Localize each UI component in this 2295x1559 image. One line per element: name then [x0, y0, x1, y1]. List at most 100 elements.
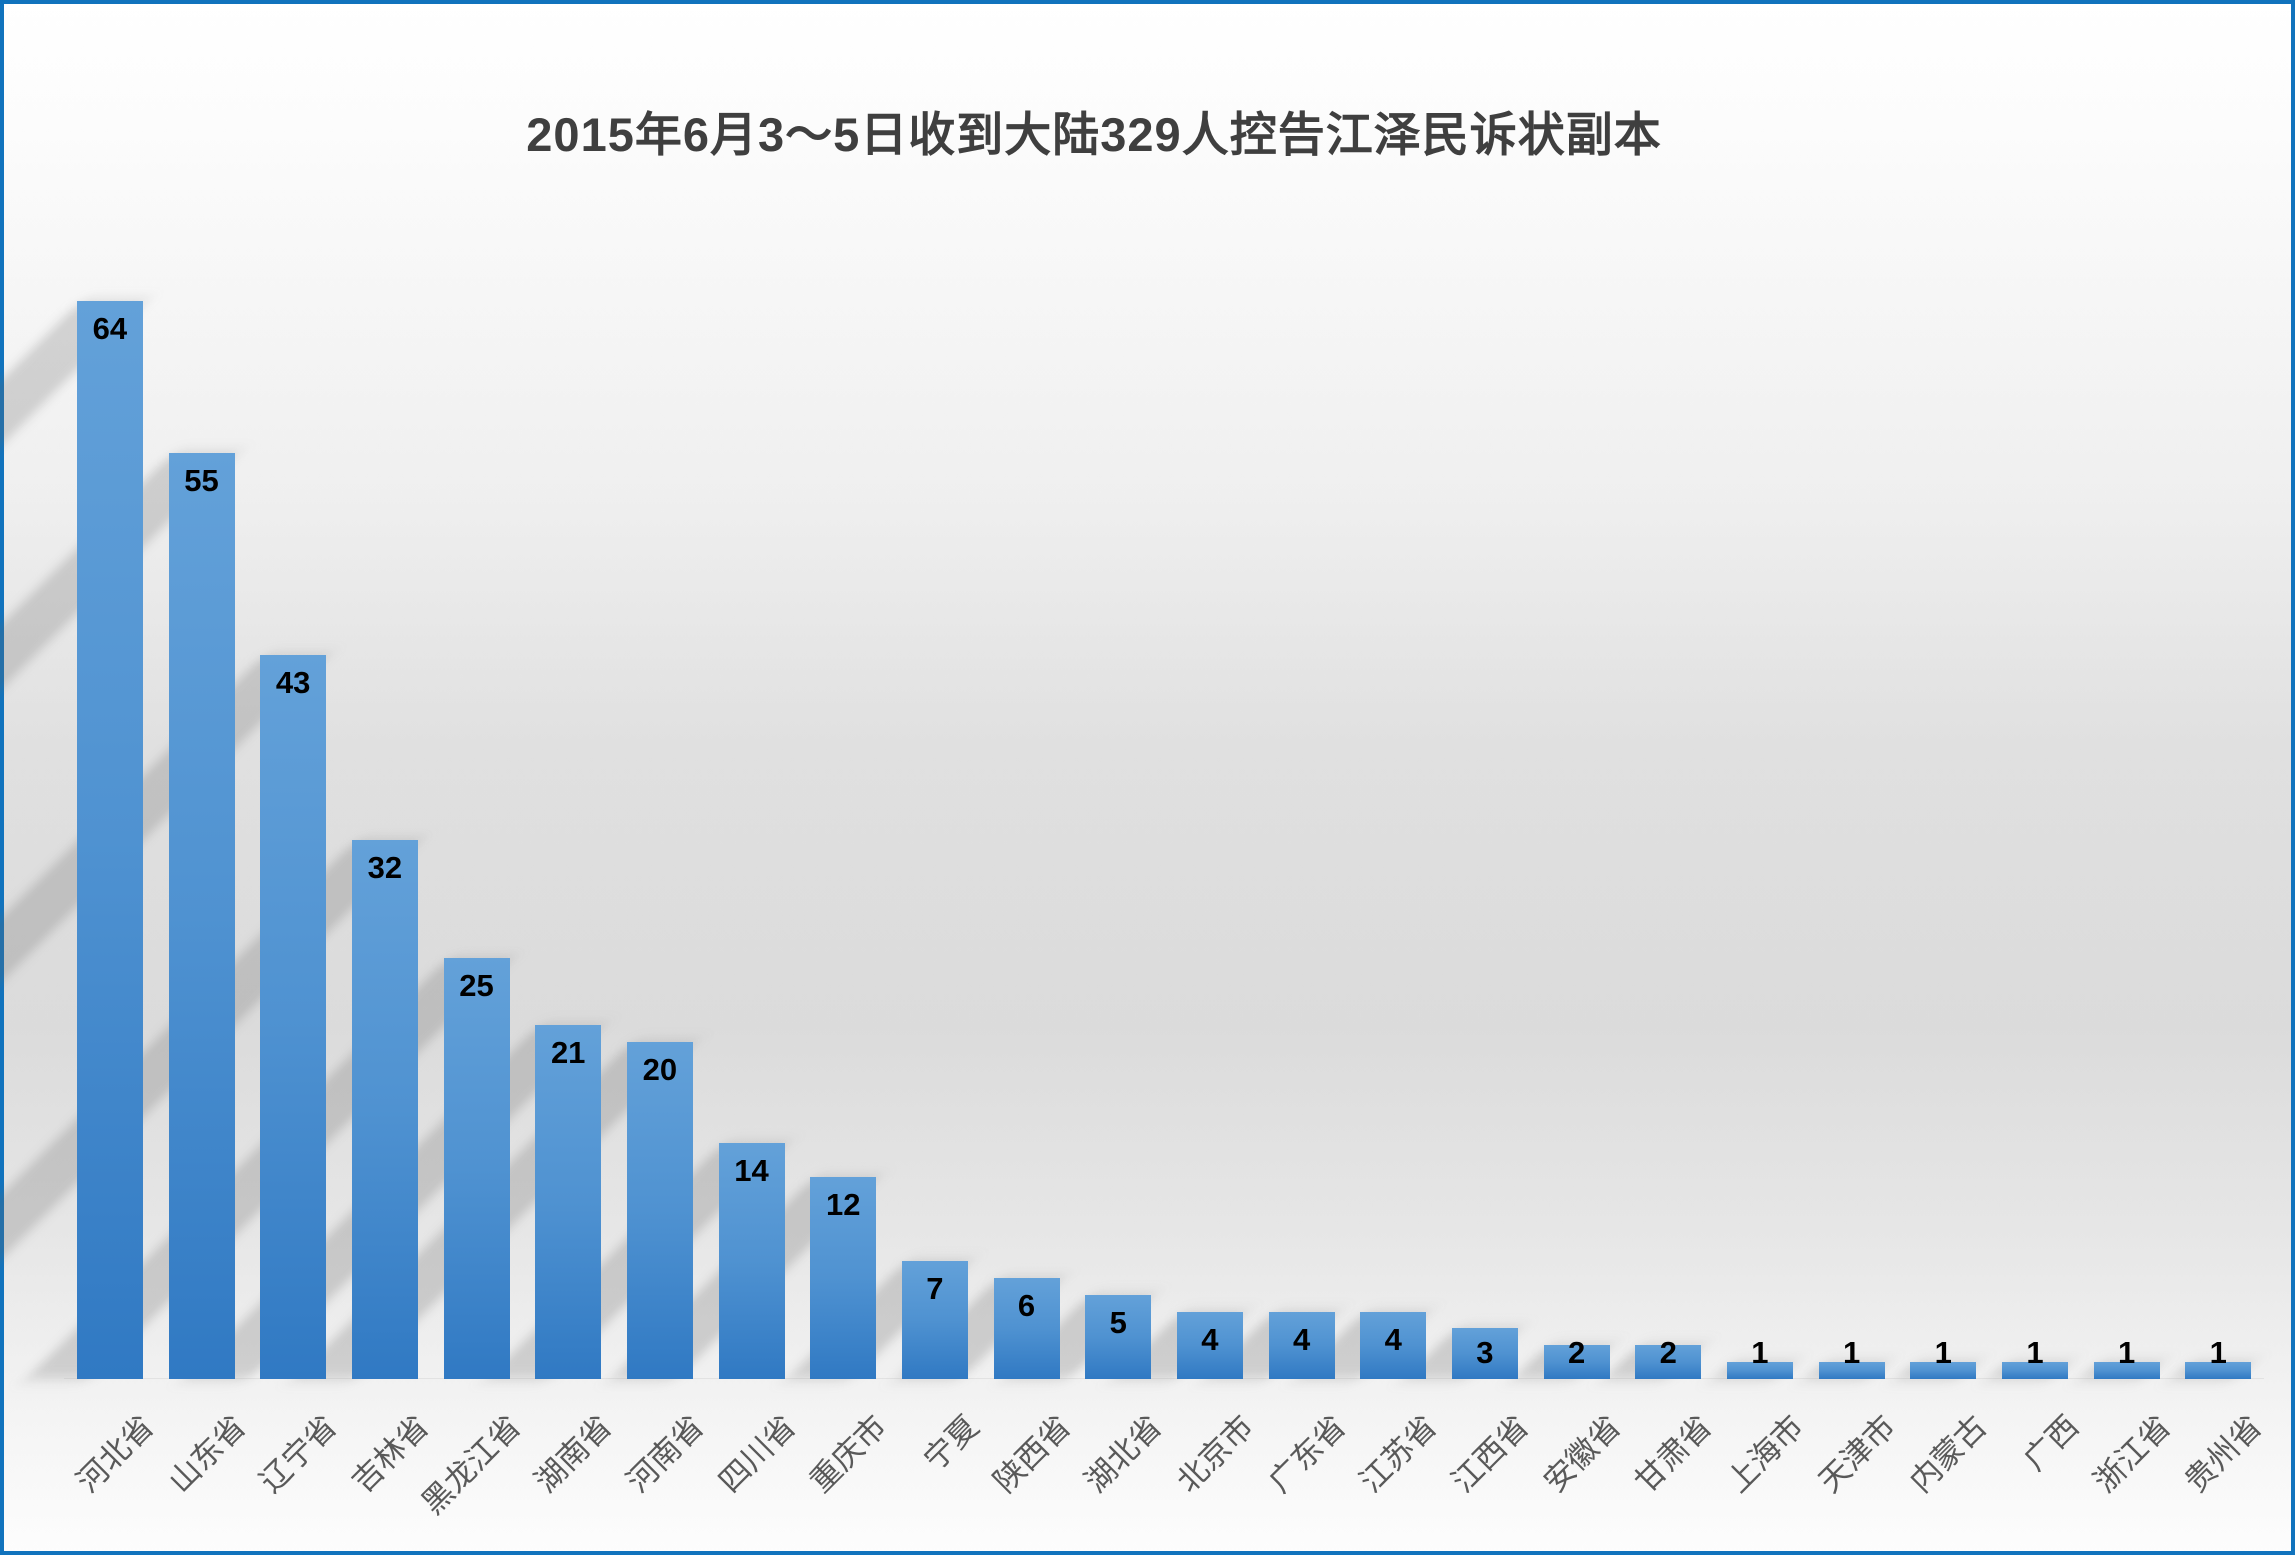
- bar: [993, 1278, 1060, 1379]
- bar-value-label: 6: [1017, 1288, 1036, 1323]
- x-axis-label: 江西省: [1444, 1408, 1537, 1500]
- x-axis-label: 广东省: [1261, 1408, 1353, 1500]
- x-axis-label: 广西: [2016, 1408, 2087, 1478]
- x-axis-label: 北京市: [1169, 1408, 1262, 1500]
- bar-slot: 4: [1296, 4, 1439, 1379]
- x-axis-slot: 甘肃省: [1622, 1379, 1719, 1559]
- bar-slot: 64: [0, 4, 156, 1379]
- x-axis: 河北省 山东省 辽宁省 吉林省 黑龙江省 湖南省 河南省 四川省 重庆市 宁夏 陕西省 湖北省 北京市广…: [64, 1379, 2270, 1559]
- bar-slot: 32: [0, 4, 431, 1379]
- bar-value-label: 1: [1934, 1335, 1952, 1370]
- x-axis-label: 宁夏: [916, 1408, 987, 1478]
- bar-value-label: 21: [550, 1035, 586, 1070]
- x-axis-slot: 广西: [1989, 1379, 2086, 1559]
- bar: [1543, 1345, 1610, 1379]
- bar-value-label: 12: [825, 1187, 861, 1222]
- bar: [260, 655, 327, 1379]
- bar-value-label: 20: [642, 1052, 678, 1087]
- x-axis-slot: 广东省: [1256, 1379, 1352, 1559]
- x-axis-label: 河南省: [619, 1408, 711, 1500]
- bar-value-label: 1: [2209, 1335, 2227, 1370]
- bar: [1360, 1312, 1427, 1379]
- bar: [626, 1042, 693, 1379]
- x-axis-slot: 陕西省: [981, 1379, 1077, 1559]
- x-axis-label: 四川省: [711, 1408, 803, 1500]
- bar-slot: 7: [786, 4, 981, 1379]
- x-axis-slot: 河北省: [64, 1379, 161, 1559]
- bar-slot: 1: [1896, 4, 1989, 1379]
- bar-slot: 1: [1804, 4, 1898, 1379]
- x-axis-slot: 北京市: [1164, 1379, 1261, 1559]
- bar-value-label: 1: [1751, 1335, 1769, 1370]
- x-axis-slot: 上海市: [1714, 1379, 1811, 1559]
- x-axis-label: 辽宁省: [253, 1408, 345, 1500]
- bar: [1176, 1312, 1243, 1379]
- bar-slot: 55: [0, 4, 248, 1379]
- x-axis-label: 上海市: [1719, 1408, 1812, 1500]
- x-axis-slot: 内蒙古: [1897, 1379, 1994, 1559]
- x-axis-label: 山东省: [161, 1408, 253, 1500]
- x-axis-slot: 重庆市: [797, 1379, 894, 1559]
- bar-slot: 4: [1204, 4, 1348, 1379]
- x-axis-slot: 浙江省: [2081, 1379, 2178, 1559]
- bar: [718, 1143, 785, 1379]
- bar: [76, 301, 143, 1379]
- x-axis-slot: 吉林省: [339, 1379, 436, 1559]
- bar-value-label: 5: [1109, 1305, 1127, 1340]
- bar: [1085, 1295, 1152, 1379]
- chart-title: 2015年6月3～5日收到大陆329人控告江泽民诉状副本: [526, 108, 1662, 161]
- bar-slot: 1: [1712, 4, 1806, 1379]
- bar-value-label: 43: [275, 665, 311, 700]
- x-axis-slot: 湖北省: [1072, 1379, 1169, 1559]
- bar: [168, 453, 235, 1379]
- bar-slot: 5: [1004, 4, 1164, 1379]
- bar-slot: 3: [1403, 4, 1531, 1379]
- x-axis-label: 安徽省: [1536, 1408, 1628, 1500]
- x-axis-label: 湖南省: [528, 1408, 620, 1500]
- x-axis-slot: 四川省: [706, 1379, 802, 1559]
- bar: [351, 840, 418, 1379]
- x-axis-label: 天津市: [1811, 1408, 1903, 1500]
- bar-value-label: 64: [92, 311, 128, 346]
- x-axis-label: 重庆市: [803, 1408, 895, 1500]
- bar-slot: 1: [2171, 4, 2264, 1379]
- x-axis-label: 浙江省: [2086, 1408, 2178, 1500]
- bar-slot: 2: [1512, 4, 1623, 1379]
- x-axis-label: 陕西省: [986, 1408, 1078, 1500]
- bar: [1910, 1362, 1977, 1379]
- x-axis-label: 内蒙古: [1903, 1408, 1995, 1500]
- bar-value-label: 25: [459, 968, 494, 1003]
- bar-slot: 20: [292, 4, 706, 1379]
- bar-slot: 6: [895, 4, 1073, 1379]
- bar: [1451, 1328, 1518, 1379]
- x-axis-label: 河北省: [69, 1408, 161, 1500]
- x-axis-slot: 黑龙江省: [415, 1379, 528, 1559]
- bar-slot: 43: [0, 4, 339, 1379]
- x-axis-slot: 湖南省: [522, 1379, 619, 1559]
- bar: [2001, 1362, 2068, 1379]
- x-axis-slot: 天津市: [1806, 1379, 1903, 1559]
- x-axis-label: 江苏省: [1353, 1408, 1445, 1500]
- bar-value-label: 1: [1842, 1335, 1861, 1370]
- x-axis-label: 贵州省: [2178, 1408, 2270, 1500]
- bar: [443, 958, 510, 1379]
- x-axis-slot: 辽宁省: [247, 1379, 344, 1559]
- plot-area: 64 55 43 32 25 21 20 14 12 7 6 5 4 4 4 3 2 2 1 1 1 1 1 1: [0, 4, 2264, 1379]
- bar: [2185, 1362, 2252, 1379]
- bar-slot: 4: [1112, 4, 1256, 1379]
- x-axis-label: 湖北省: [1078, 1408, 1170, 1500]
- bar-value-label: 3: [1476, 1335, 1494, 1370]
- bar-value-label: 55: [184, 463, 219, 498]
- x-axis-slot: 江西省: [1439, 1379, 1536, 1559]
- bar: [535, 1025, 602, 1379]
- x-axis-slot: 山东省: [156, 1379, 252, 1559]
- bar-value-label: 4: [1292, 1322, 1311, 1357]
- bar: [1635, 1345, 1702, 1379]
- x-axis-slot: 河南省: [614, 1379, 711, 1559]
- bar-value-label: 1: [2117, 1335, 2136, 1370]
- bar-slot: 1: [2079, 4, 2173, 1379]
- bar-value-label: 32: [367, 850, 403, 885]
- bar: [1818, 1362, 1885, 1379]
- x-axis-slot: 贵州省: [2172, 1379, 2269, 1559]
